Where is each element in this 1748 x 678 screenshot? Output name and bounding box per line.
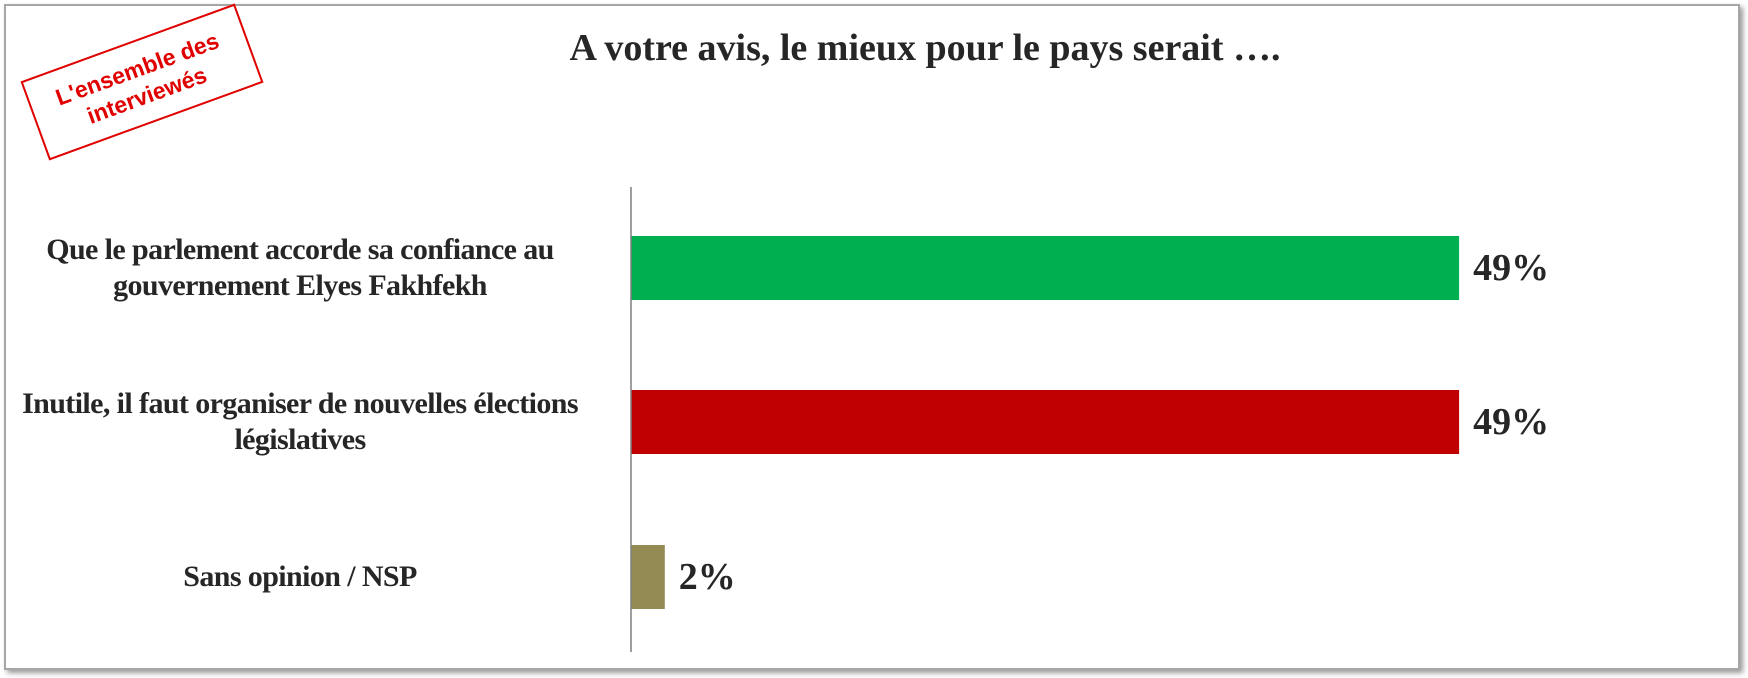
chart-title: A votre avis, le mieux pour le pays sera… — [569, 27, 1281, 69]
frame — [4, 4, 1740, 670]
value-label: 49% — [1473, 247, 1550, 289]
value-label: 2% — [678, 556, 736, 598]
bar — [631, 236, 1460, 300]
bar — [631, 545, 665, 609]
value-label: 49% — [1473, 401, 1550, 443]
category-label: Sans opinion / NSP — [183, 560, 417, 593]
category-label: Inutile, il faut organiser de nouvelles … — [22, 387, 578, 456]
category-label: Que le parlement accorde sa confiance au… — [46, 233, 554, 302]
bar — [631, 390, 1460, 454]
